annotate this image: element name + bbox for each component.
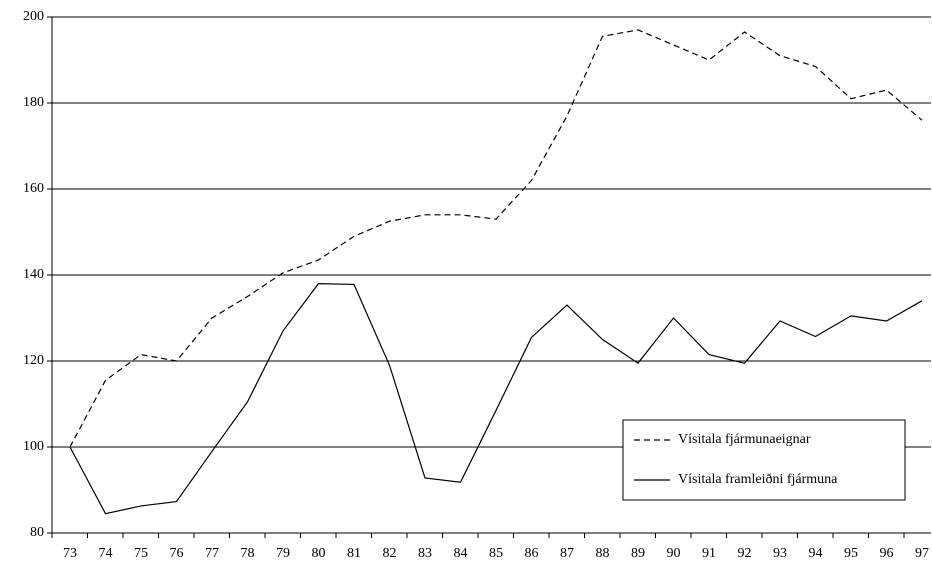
- x-tick-label: 91: [702, 546, 716, 561]
- x-tick-label: 73: [63, 546, 77, 561]
- y-tick-label: 120: [23, 353, 44, 368]
- x-tick-label: 85: [489, 546, 503, 561]
- x-tick-label: 86: [525, 546, 539, 561]
- x-tick-label: 82: [383, 546, 397, 561]
- legend-box: [622, 419, 906, 501]
- x-tick-label: 90: [667, 546, 681, 561]
- x-tick-label: 87: [560, 546, 574, 561]
- x-tick-label: 92: [738, 546, 752, 561]
- y-tick-label: 80: [30, 525, 44, 540]
- x-tick-label: 79: [276, 546, 290, 561]
- x-tick-label: 93: [773, 546, 787, 561]
- y-tick-label: 200: [23, 9, 44, 24]
- x-tick-label: 96: [880, 546, 894, 561]
- x-tick-label: 80: [312, 546, 326, 561]
- x-tick-label: 95: [844, 546, 858, 561]
- series-line: [69, 282, 923, 515]
- series-line: [69, 29, 923, 448]
- y-tick-label: 140: [23, 267, 44, 282]
- x-tick-label: 94: [809, 546, 823, 561]
- x-tick-label: 78: [241, 546, 255, 561]
- x-tick-label: 76: [170, 546, 184, 561]
- y-tick-label: 160: [23, 181, 44, 196]
- x-tick-label: 88: [596, 546, 610, 561]
- y-tick-label: 180: [23, 95, 44, 110]
- x-tick-label: 89: [631, 546, 645, 561]
- x-tick-label: 74: [99, 546, 113, 561]
- x-tick-label: 97: [915, 546, 929, 561]
- x-tick-label: 75: [134, 546, 148, 561]
- legend-label: Vísitala fjármunaeignar: [678, 432, 811, 447]
- legend-label: Vísitala framleiðni fjármuna: [678, 472, 838, 487]
- x-tick-label: 81: [347, 546, 361, 561]
- x-tick-label: 83: [418, 546, 432, 561]
- y-tick-label: 100: [23, 439, 44, 454]
- x-tick-label: 84: [454, 546, 468, 561]
- x-tick-label: 77: [205, 546, 219, 561]
